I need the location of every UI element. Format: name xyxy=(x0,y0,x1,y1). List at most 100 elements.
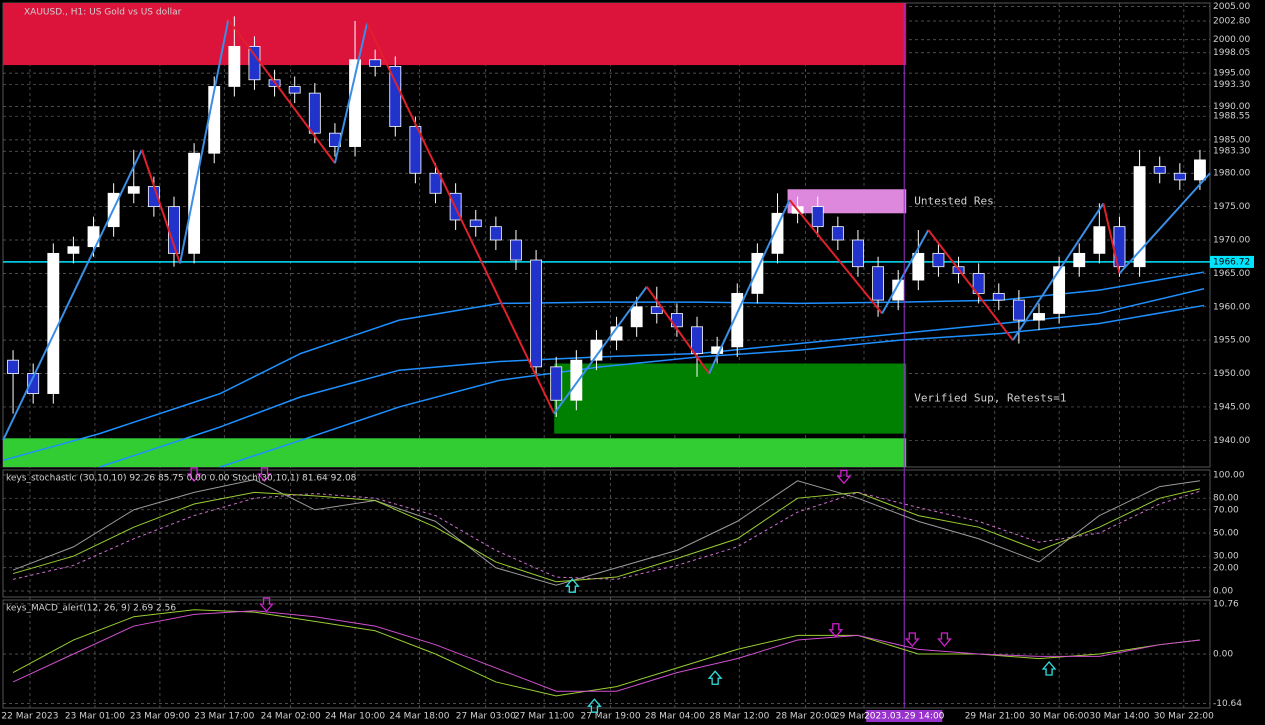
x-tick-label: 28 Mar 04:00 xyxy=(645,712,705,722)
panel-title: keys_MACD_alert(12, 26, 9) 2.69 2.56 xyxy=(6,604,176,614)
signal-arrow xyxy=(836,469,852,485)
y-tick-label: 1970.00 xyxy=(1213,236,1250,246)
candle-body xyxy=(550,366,563,401)
candle-body xyxy=(7,359,19,374)
x-tick-label: 28 Mar 12:00 xyxy=(709,712,769,722)
signal-arrow xyxy=(186,467,202,482)
candle-body xyxy=(1073,252,1086,268)
candle-body xyxy=(409,126,422,174)
candle-body xyxy=(1133,166,1146,268)
candle-body xyxy=(489,226,502,241)
candle-body xyxy=(932,252,945,268)
price-line-label: 1966.72 xyxy=(1213,257,1250,267)
y-tick-label: -10.64 xyxy=(1213,699,1242,709)
y-tick-label: 1998.05 xyxy=(1213,48,1250,58)
candle-body xyxy=(811,206,824,228)
candle-body xyxy=(691,326,703,354)
candle-body xyxy=(87,226,100,248)
x-tick-label: 22 Mar 2023 xyxy=(1,712,58,722)
y-tick-label: 30.00 xyxy=(1213,552,1239,562)
x-tick-label: 28 Mar 20:00 xyxy=(776,712,836,722)
zone-label: Verified Sup, Retests=1 xyxy=(914,392,1066,405)
candle-body xyxy=(228,45,241,87)
candle-body xyxy=(208,86,221,154)
zone xyxy=(554,363,907,434)
candle-body xyxy=(389,66,402,127)
x-tick-label: 30 Mar 14:00 xyxy=(1089,712,1149,722)
candle-body xyxy=(288,86,301,94)
y-tick-label: 10.76 xyxy=(1213,599,1239,609)
y-tick-label: 2002.80 xyxy=(1213,17,1250,27)
candle-body xyxy=(630,306,643,328)
candle-body xyxy=(67,246,80,254)
candle-body xyxy=(771,212,784,254)
candle-body xyxy=(992,293,1005,301)
y-tick-label: 100.00 xyxy=(1213,470,1245,480)
candle-body xyxy=(188,152,201,254)
cursor-label: 2023.03.29 14:00 xyxy=(864,712,945,722)
x-tick-label: 24 Mar 02:00 xyxy=(261,712,321,722)
signal-arrow xyxy=(587,698,602,713)
y-tick-label: 1940.00 xyxy=(1213,436,1250,446)
candle-body xyxy=(1194,159,1206,181)
candle-body xyxy=(972,272,985,294)
zigzag-leg xyxy=(140,149,181,264)
x-tick-label: 27 Mar 19:00 xyxy=(580,712,640,722)
y-tick-label: 2000.00 xyxy=(1213,35,1250,45)
candle-body xyxy=(852,239,864,268)
candle-body xyxy=(1153,166,1166,174)
candle-body xyxy=(1173,172,1186,181)
candle-body xyxy=(369,59,382,67)
y-tick-label: 1955.00 xyxy=(1213,336,1250,346)
y-tick-label: 1990.00 xyxy=(1213,102,1250,112)
candle-body xyxy=(510,239,522,261)
candle-body xyxy=(530,259,543,368)
panel-frame xyxy=(2,469,1211,598)
candle-body xyxy=(751,252,764,294)
y-tick-label: 80.00 xyxy=(1213,494,1239,504)
candle-body xyxy=(892,279,905,301)
y-tick-label: 0.00 xyxy=(1213,650,1233,660)
x-tick-label: 23 Mar 09:00 xyxy=(130,712,190,722)
zigzag-leg xyxy=(645,286,710,375)
candle-body xyxy=(912,252,925,281)
x-tick-label: 30 Mar 22:00 xyxy=(1154,712,1214,722)
y-tick-label: 0.00 xyxy=(1213,586,1233,596)
moving-average xyxy=(220,304,1205,468)
y-tick-label: 1983.30 xyxy=(1213,147,1250,157)
zone xyxy=(787,189,907,214)
candle-body xyxy=(711,346,724,354)
signal-arrow xyxy=(904,632,920,648)
candle-body xyxy=(308,92,321,134)
candle-body xyxy=(1012,299,1025,321)
zigzag-leg xyxy=(1012,202,1105,341)
indicator-line xyxy=(12,488,1201,583)
candle-body xyxy=(1033,313,1045,321)
y-tick-label: 1988.55 xyxy=(1213,112,1250,122)
y-tick-label: 70.00 xyxy=(1213,505,1239,515)
y-tick-label: 1950.00 xyxy=(1213,369,1250,379)
signal-arrow xyxy=(259,597,274,613)
indicator-line xyxy=(12,479,1201,586)
zigzag-leg xyxy=(2,149,143,441)
zigzag-leg xyxy=(179,19,230,264)
candle-body xyxy=(27,373,40,394)
x-tick-label: 27 Mar 11:00 xyxy=(514,712,574,722)
indicator-line xyxy=(12,610,1200,692)
signal-arrow xyxy=(937,632,952,648)
x-tick-label: 23 Mar 17:00 xyxy=(194,712,254,722)
candle-body xyxy=(248,45,261,81)
y-tick-label: 1980.00 xyxy=(1213,169,1250,179)
y-tick-label: 1975.00 xyxy=(1213,202,1250,212)
zone-label: Untested Res xyxy=(914,194,993,207)
zigzag-leg xyxy=(1102,203,1121,274)
x-tick-label: 27 Mar 03:00 xyxy=(456,712,516,722)
zigzag-leg xyxy=(1118,172,1211,275)
zone xyxy=(3,438,907,467)
zigzag-leg xyxy=(927,229,1014,341)
candle-body xyxy=(831,226,844,241)
zigzag-leg xyxy=(227,19,336,164)
candle-body xyxy=(731,293,744,348)
